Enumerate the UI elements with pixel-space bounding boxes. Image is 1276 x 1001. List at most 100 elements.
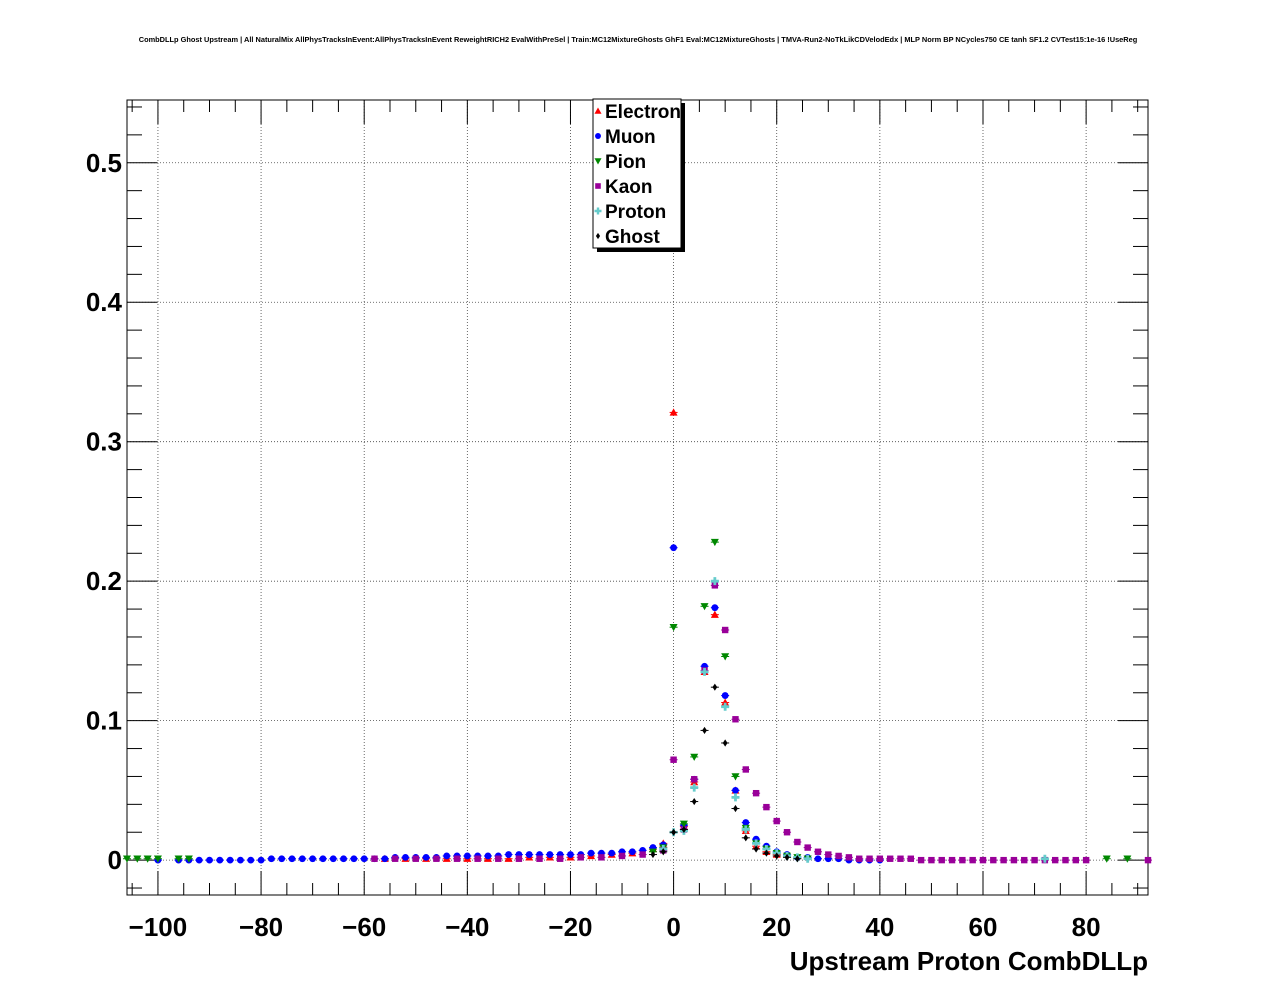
data-point-kaon: [804, 844, 811, 851]
data-point-ghost: [743, 834, 749, 842]
data-point-ghost: [784, 853, 790, 861]
legend-marker-electron: [594, 107, 602, 114]
data-point-proton: [762, 844, 771, 853]
data-point-kaon: [639, 851, 646, 858]
legend-label-ghost: Ghost: [605, 227, 661, 248]
data-point-kaon: [835, 852, 842, 860]
data-point-pion: [1123, 855, 1132, 863]
data-point-kaon: [969, 856, 976, 864]
data-point-ghost: [722, 739, 728, 747]
legend-label-muon: Muon: [605, 127, 656, 148]
data-point-muon: [309, 855, 317, 863]
data-point-kaon: [577, 854, 584, 861]
data-point-proton: [710, 577, 719, 586]
data-point-proton: [741, 825, 750, 834]
x-tick-label: −100: [129, 912, 188, 942]
data-point-proton: [752, 839, 761, 848]
data-point-muon: [206, 856, 213, 864]
data-point-kaon: [928, 856, 935, 864]
data-point-ghost: [650, 850, 656, 859]
y-tick-label: 0.5: [86, 148, 122, 178]
data-point-muon: [329, 855, 337, 863]
data-point-muon: [360, 855, 368, 863]
data-point-muon: [422, 853, 430, 861]
data-point-muon: [298, 855, 306, 863]
data-point-kaon: [391, 855, 399, 862]
legend-marker-pion: [594, 158, 602, 165]
data-point-pion: [731, 773, 740, 781]
data-point-kaon: [711, 582, 719, 589]
x-tick-label: −60: [342, 912, 386, 942]
data-point-pion: [143, 855, 152, 863]
y-tick-label: 0.2: [86, 566, 122, 596]
data-point-kaon: [876, 855, 884, 862]
data-point-ghost: [691, 797, 697, 806]
data-point-kaon: [938, 856, 945, 864]
data-point-muon: [443, 852, 451, 860]
data-point-muon: [721, 692, 729, 699]
data-point-muon: [587, 849, 595, 857]
data-point-kaon: [990, 856, 997, 864]
data-point-kaon: [979, 856, 987, 864]
x-tick-label: 60: [969, 912, 998, 942]
data-point-kaon: [412, 855, 419, 862]
data-point-muon: [216, 856, 224, 864]
data-point-ghost: [660, 848, 666, 856]
data-point-muon: [288, 855, 296, 863]
data-point-pion: [153, 855, 162, 863]
data-point-ghost: [712, 683, 718, 691]
data-point-kaon: [721, 626, 729, 634]
data-point-pion: [184, 855, 193, 863]
data-point-kaon: [474, 855, 481, 862]
data-point-ghost: [753, 845, 759, 853]
x-tick-label: −20: [548, 912, 592, 942]
series-kaon: [370, 582, 1152, 864]
data-point-kaon: [773, 817, 780, 825]
data-point-kaon: [515, 855, 523, 862]
data-point-muon: [670, 544, 677, 552]
x-tick-label: 40: [865, 912, 894, 942]
data-point-muon: [484, 852, 492, 860]
data-point-kaon: [1144, 856, 1152, 864]
legend-box: [592, 98, 682, 249]
data-point-pion: [710, 538, 719, 547]
data-point-proton: [721, 702, 730, 711]
data-point-pion: [1102, 855, 1111, 863]
data-point-kaon: [1051, 856, 1059, 864]
data-point-electron: [721, 698, 730, 706]
data-point-kaon: [783, 829, 791, 836]
data-point-muon: [257, 856, 265, 864]
series-electron: [380, 408, 781, 862]
data-point-muon: [525, 851, 533, 858]
data-point-kaon: [556, 855, 564, 862]
data-point-electron: [710, 610, 719, 618]
data-point-kaon: [814, 848, 822, 855]
data-point-kaon: [536, 855, 543, 862]
legend-marker-muon: [595, 133, 601, 139]
data-point-electron: [669, 408, 678, 416]
data-point-muon: [402, 853, 409, 861]
data-point-proton: [731, 793, 740, 802]
series-layer: [123, 408, 1152, 864]
data-point-muon: [267, 855, 275, 863]
data-point-kaon: [495, 855, 502, 862]
data-point-muon: [732, 786, 739, 794]
data-point-pion: [700, 603, 709, 611]
data-point-kaon: [453, 855, 461, 862]
data-point-muon: [742, 819, 750, 826]
data-point-ghost: [794, 855, 800, 863]
y-tick-label: 0.4: [86, 287, 123, 317]
data-point-ghost: [681, 825, 687, 834]
x-axis-label: Upstream Proton CombDLLp: [790, 946, 1148, 976]
data-point-kaon: [763, 803, 770, 811]
data-point-muon: [381, 855, 389, 863]
x-tick-label: −40: [445, 912, 489, 942]
data-point-muon: [711, 604, 719, 612]
data-point-kaon: [1062, 856, 1069, 864]
series-muon: [153, 544, 884, 864]
legend-marker-proton: [594, 207, 602, 215]
data-point-kaon: [618, 852, 626, 860]
data-point-muon: [567, 851, 574, 858]
legend-marker-ghost: [595, 232, 601, 240]
data-point-muon: [195, 856, 203, 864]
